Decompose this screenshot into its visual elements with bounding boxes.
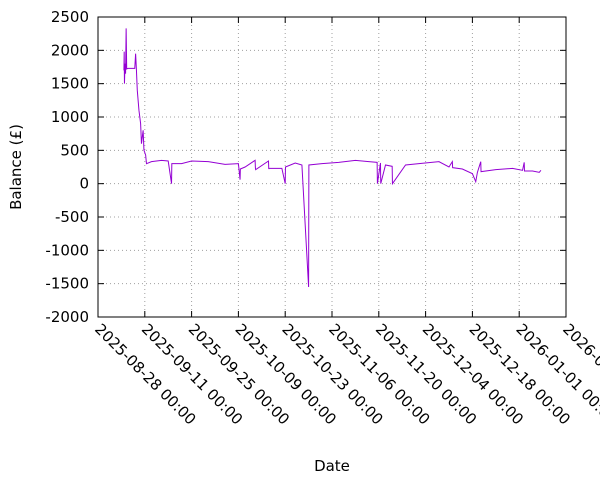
- y-tick-label: 1500: [51, 75, 89, 93]
- plot-frame: [97, 16, 567, 318]
- y-tick-label: -1000: [45, 241, 89, 259]
- x-axis-label: Date: [314, 457, 350, 475]
- y-tick-label: 2500: [51, 8, 89, 26]
- y-tick-label: 0: [79, 175, 89, 193]
- y-tick-label: -1500: [45, 275, 89, 293]
- line-series: [123, 28, 542, 288]
- y-tick-label: -500: [55, 208, 89, 226]
- y-tick-label: 1000: [51, 108, 89, 126]
- y-tick-label: 500: [60, 141, 89, 159]
- y-axis-label: Balance (£): [7, 124, 25, 210]
- y-tick-label: -2000: [45, 308, 89, 326]
- y-tick-label: 2000: [51, 41, 89, 59]
